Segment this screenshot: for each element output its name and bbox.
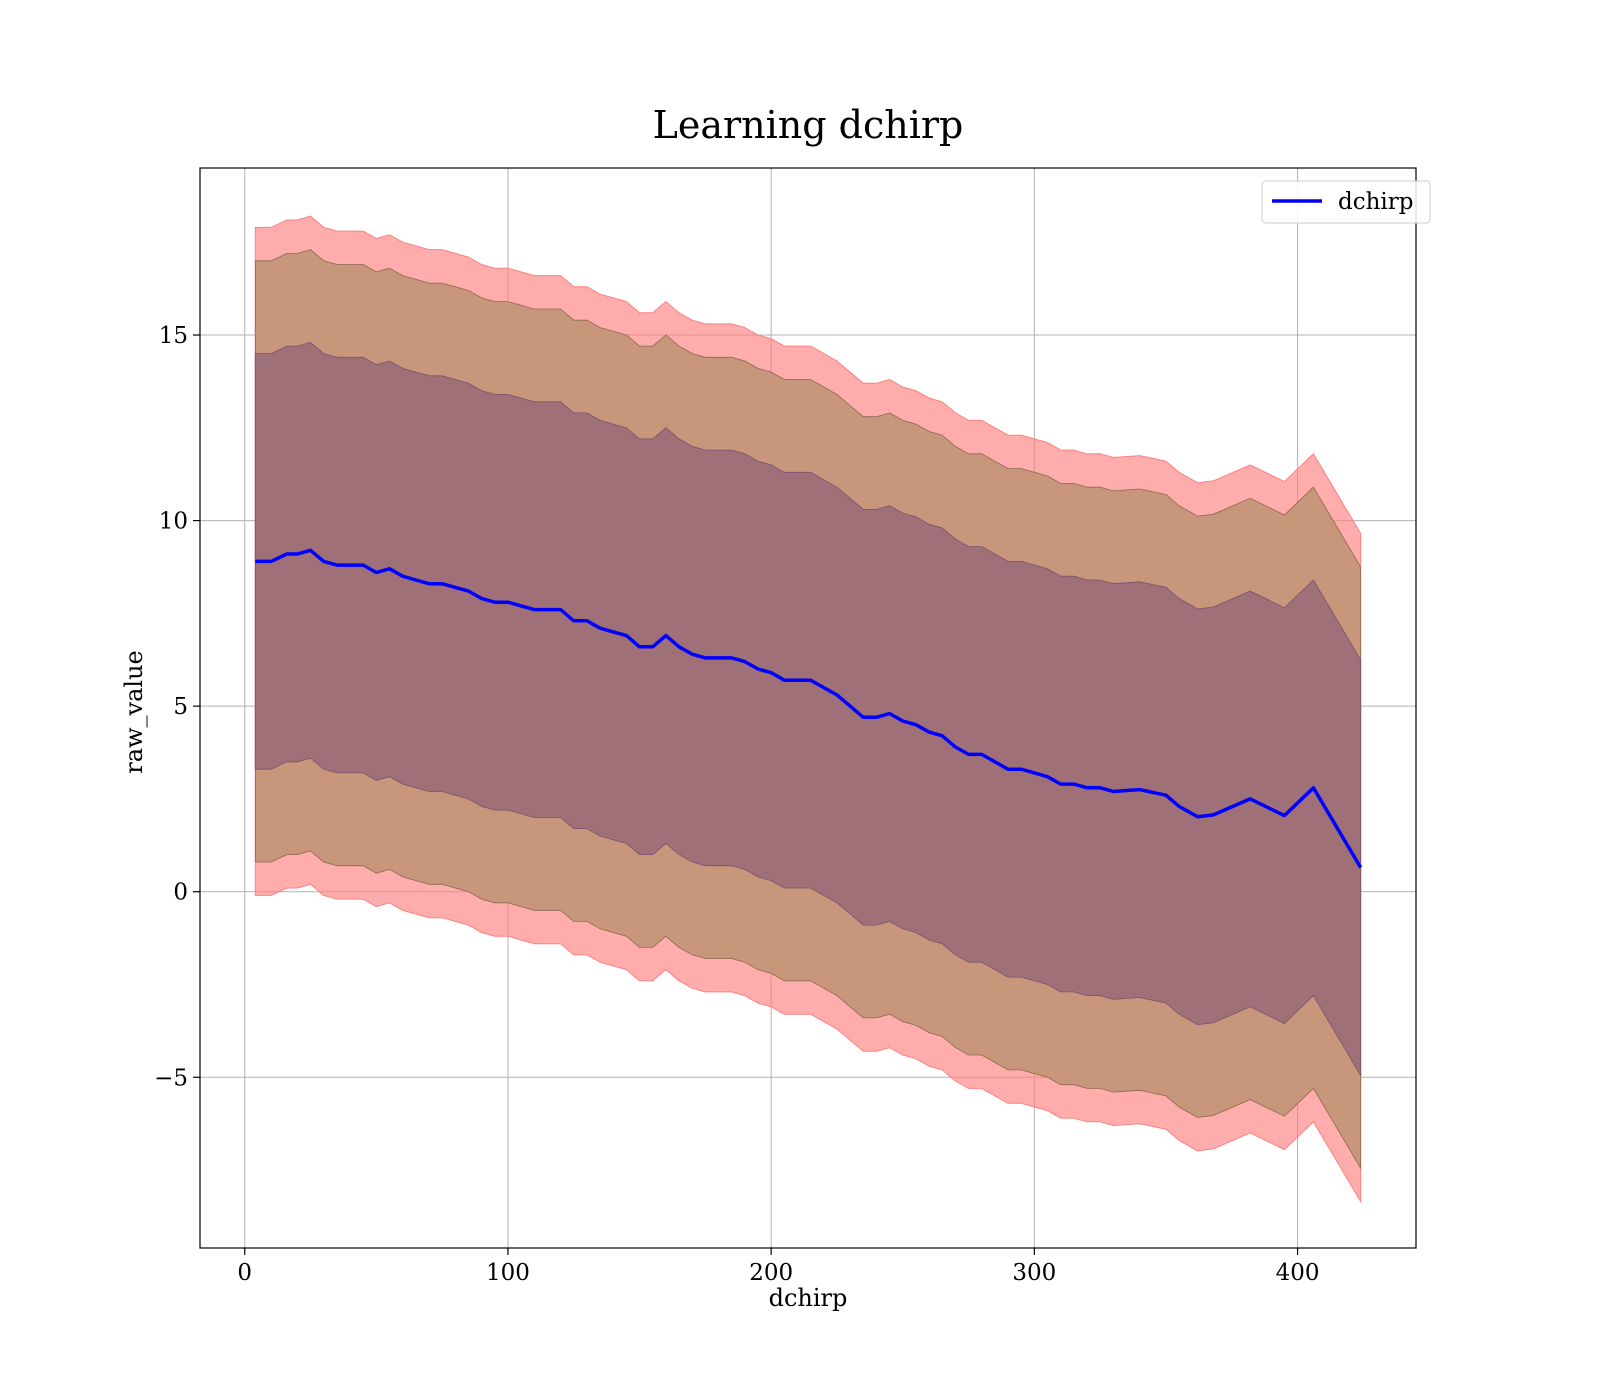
legend-box [1261, 180, 1431, 224]
legend-label-dchirp: dchirp [1338, 189, 1414, 215]
x-tick-label: 100 [486, 1260, 530, 1286]
y-tick-label: 15 [159, 323, 188, 349]
plot-frame [199, 167, 1417, 1249]
y-tick-label: −5 [154, 1065, 188, 1091]
axis-ticks: 0 100 200 300 400 −5 0 5 10 15 [154, 323, 1319, 1286]
confidence-bands [254, 215, 1362, 1204]
mean-line-layer [255, 548, 1363, 869]
legend: dchirp [1261, 180, 1431, 224]
y-tick-label: 5 [173, 694, 188, 720]
chart-title: Learning dchirp [652, 103, 964, 147]
x-tick-label: 200 [749, 1260, 793, 1286]
x-tick-label: 0 [237, 1260, 252, 1286]
y-tick-label: 10 [159, 509, 188, 535]
series-line-dchirp [255, 548, 1363, 869]
band-inner [254, 341, 1362, 1077]
x-axis-label: dchirp [768, 1284, 848, 1312]
y-tick-label: 0 [173, 880, 188, 906]
x-tick-label: 300 [1012, 1260, 1056, 1286]
x-tick-label: 400 [1276, 1260, 1320, 1286]
